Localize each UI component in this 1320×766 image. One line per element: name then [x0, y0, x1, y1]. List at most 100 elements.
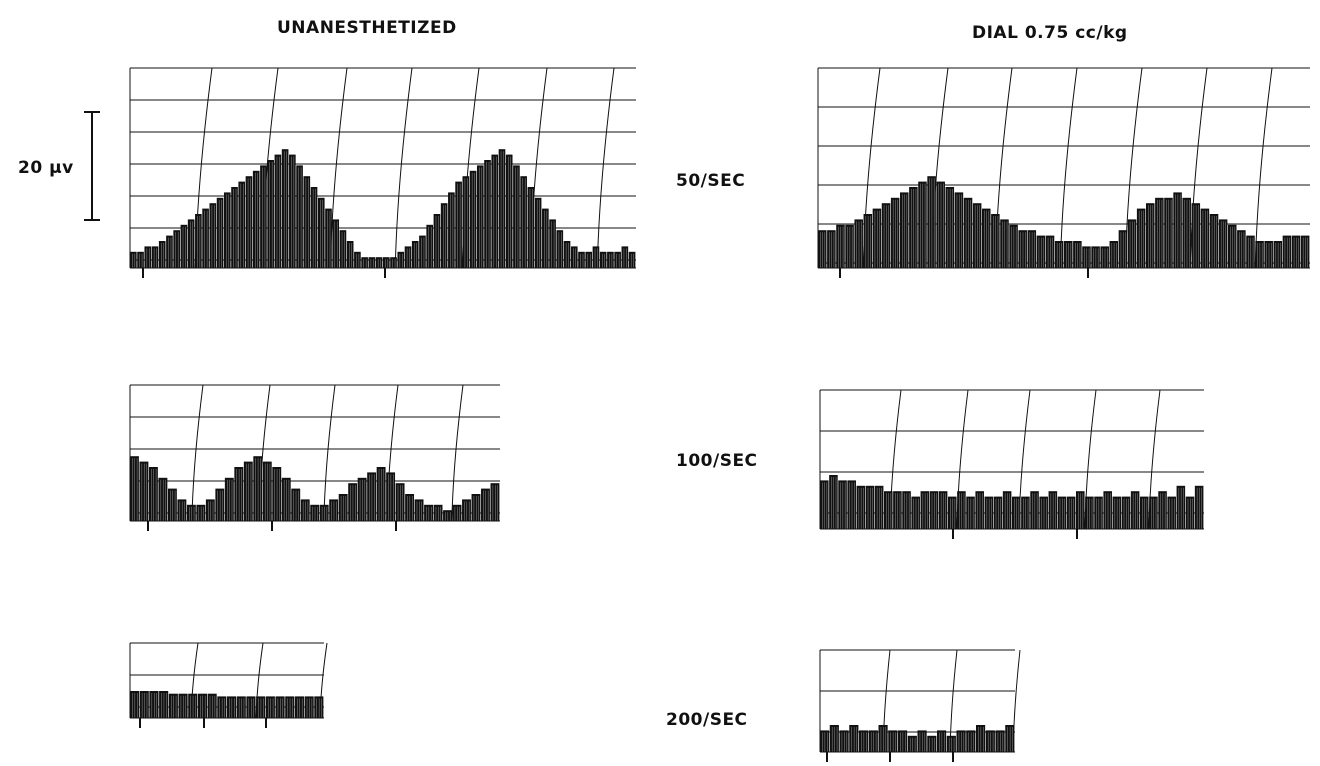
histogram-bar [1121, 496, 1131, 529]
histogram-bar [592, 246, 600, 268]
histogram-bar [275, 696, 285, 718]
histogram-bar [948, 496, 957, 529]
histogram-bar [909, 187, 918, 268]
histogram-bar [414, 499, 424, 521]
histogram-bar [1094, 496, 1103, 529]
histogram-bar [188, 693, 198, 718]
histogram-bar [167, 488, 177, 521]
histogram-bar [148, 467, 158, 521]
histogram-bar [310, 504, 320, 521]
histogram-bar [929, 491, 939, 529]
histogram-bar [440, 203, 448, 268]
histogram-bar [1039, 496, 1048, 529]
histogram-bar [285, 696, 295, 718]
histogram-bar [216, 197, 224, 268]
histogram-bar [231, 187, 238, 268]
histogram-bar [1282, 235, 1292, 268]
histogram-bar [187, 219, 195, 268]
column-title-dial: DIAL 0.75 cc/kg [972, 23, 1128, 43]
histogram-bar [893, 491, 902, 529]
histogram-bar [195, 214, 202, 268]
histogram-panel [129, 642, 328, 728]
histogram-bar [836, 224, 845, 268]
histogram-bar [1005, 725, 1015, 752]
grid-line-vertical [1189, 67, 1208, 269]
histogram-bar [137, 251, 144, 268]
histogram-bar [1149, 496, 1158, 529]
histogram-bar [1127, 219, 1137, 268]
histogram-bar [130, 691, 140, 718]
histogram-bar [1194, 485, 1204, 529]
histogram-bar [260, 165, 267, 268]
histogram-bar [1200, 208, 1210, 268]
histogram-bar [863, 214, 873, 268]
histogram-bar [1064, 241, 1073, 268]
histogram-bar [542, 208, 549, 268]
histogram-bar [534, 197, 542, 268]
histogram-bar [938, 491, 948, 529]
histogram-bar [223, 192, 231, 268]
histogram-bar [599, 251, 607, 268]
histogram-bar [1209, 214, 1219, 268]
histogram-bar [158, 477, 168, 521]
histogram-bar [1228, 224, 1237, 268]
histogram-bar [180, 224, 188, 268]
histogram-bar [907, 735, 917, 752]
histogram-bar [151, 246, 159, 268]
histogram-bar [452, 504, 462, 521]
histogram-bar [847, 480, 856, 529]
histogram-bar [227, 696, 237, 718]
histogram-bar [872, 208, 882, 268]
histogram-bar [888, 730, 898, 752]
histogram-bar [215, 488, 225, 521]
histogram-bar [173, 230, 180, 268]
histogram-bar [563, 241, 571, 268]
histogram-bar [1085, 496, 1094, 529]
histogram-bar [294, 696, 304, 718]
histogram-bar [481, 488, 490, 521]
rate-label-200: 200/SEC [666, 710, 748, 730]
histogram-bar [578, 251, 585, 268]
histogram-bar [917, 730, 927, 752]
histogram-bar [818, 230, 827, 268]
histogram-bar [484, 160, 491, 268]
histogram-bar [1045, 235, 1055, 268]
histogram-bar [253, 456, 263, 521]
histogram-bar [956, 730, 966, 752]
histogram-bar [272, 467, 282, 521]
histogram-bar [209, 203, 217, 268]
histogram-bar [1176, 485, 1186, 529]
histogram-bar [1164, 197, 1173, 268]
histogram-bar [304, 696, 314, 718]
histogram-bar [1291, 235, 1301, 268]
histogram-bar [1082, 246, 1091, 268]
histogram-bar [527, 187, 535, 268]
histogram-bar [1021, 496, 1030, 529]
histogram-bar [1185, 496, 1195, 529]
histogram-bar [1076, 491, 1085, 529]
histogram-bar [139, 461, 149, 521]
histogram-bar [1030, 491, 1039, 529]
histogram-bar [845, 224, 854, 268]
grid-line-vertical [1059, 67, 1078, 269]
histogram-bar [902, 491, 911, 529]
histogram-bar [419, 235, 426, 268]
histogram-bar [995, 730, 1005, 752]
histogram-bar [1191, 203, 1201, 268]
histogram-bar [607, 251, 614, 268]
histogram-bar [1002, 491, 1012, 529]
histogram-bar [303, 176, 311, 268]
histogram-bar [411, 241, 419, 268]
column-title-unanesthetized: UNANESTHETIZED [277, 18, 457, 38]
histogram-panel [129, 67, 636, 278]
histogram-bar [975, 491, 984, 529]
histogram-bar [1012, 496, 1021, 529]
histogram-bar [159, 691, 169, 718]
histogram-bar [448, 192, 455, 268]
histogram-bar [1246, 235, 1255, 268]
histogram-bar [984, 496, 994, 529]
histogram-bar [1118, 230, 1128, 268]
histogram-bar [946, 735, 956, 752]
histogram-bar [884, 491, 893, 529]
histogram-bar [177, 499, 187, 521]
